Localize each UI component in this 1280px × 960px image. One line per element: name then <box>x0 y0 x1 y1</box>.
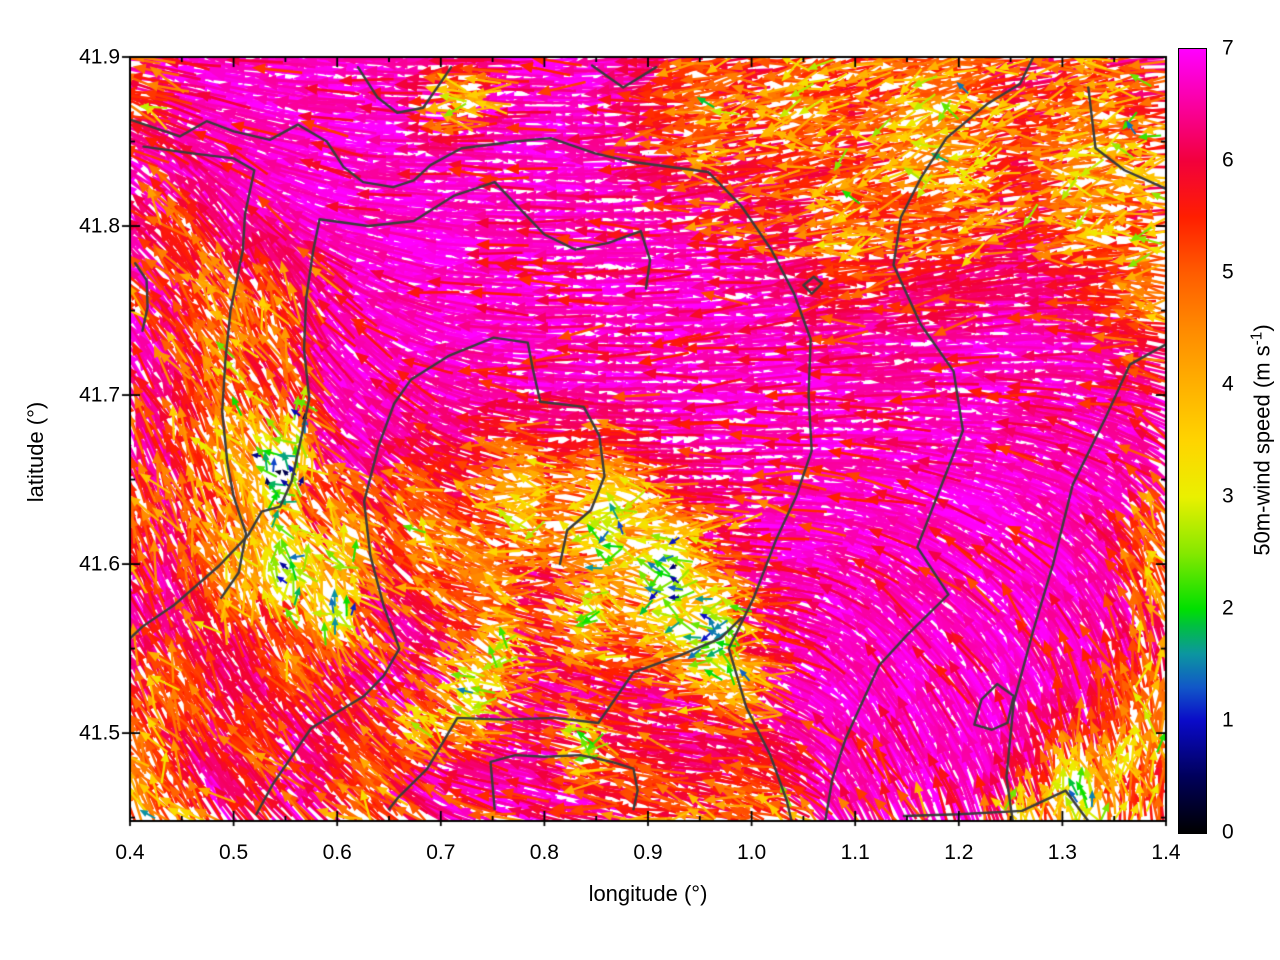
colorbar-tick-label: 1 <box>1222 708 1234 732</box>
colorbar-title-close: ) <box>1249 324 1275 332</box>
y-tick-label: 41.6 <box>79 552 120 576</box>
x-tick-label: 0.8 <box>529 841 559 864</box>
y-tick-label: 41.9 <box>79 45 120 69</box>
colorbar-title: 50m-wind speed (m s-1) <box>1248 324 1275 555</box>
x-axis-title: longitude (°) <box>588 881 708 906</box>
x-tick-label: 1.3 <box>1047 841 1077 864</box>
colorbar-tick-label: 2 <box>1222 596 1234 620</box>
colorbar-title-superscript: -1 <box>1248 331 1266 346</box>
colorbar-tick-label: 0 <box>1222 820 1234 844</box>
colorbar-title-text: 50m-wind speed (m s <box>1249 345 1275 556</box>
colorbar-tick-label: 5 <box>1222 260 1234 284</box>
x-tick-label: 0.9 <box>633 841 663 864</box>
x-tick-label: 0.4 <box>115 841 145 864</box>
y-axis-title: latitude (°) <box>23 401 48 503</box>
colorbar-tick-label: 3 <box>1222 484 1234 508</box>
colorbar-tick-label: 4 <box>1222 372 1234 396</box>
colorbar-tick-label: 6 <box>1222 148 1234 172</box>
x-tick-label: 0.7 <box>426 841 456 864</box>
x-tick-label: 1.4 <box>1151 841 1181 864</box>
colorbar-gradient <box>1178 48 1207 834</box>
colorbar-tick-label: 7 <box>1222 36 1234 60</box>
y-tick-label: 41.5 <box>79 721 120 745</box>
x-tick-label: 0.6 <box>322 841 352 864</box>
x-tick-label: 1.0 <box>736 841 767 864</box>
x-tick-label: 1.2 <box>944 841 974 864</box>
x-tick-label: 0.5 <box>218 841 249 864</box>
x-tick-label: 1.1 <box>840 841 870 864</box>
y-tick-label: 41.8 <box>79 214 120 238</box>
y-tick-label: 41.7 <box>79 383 120 407</box>
